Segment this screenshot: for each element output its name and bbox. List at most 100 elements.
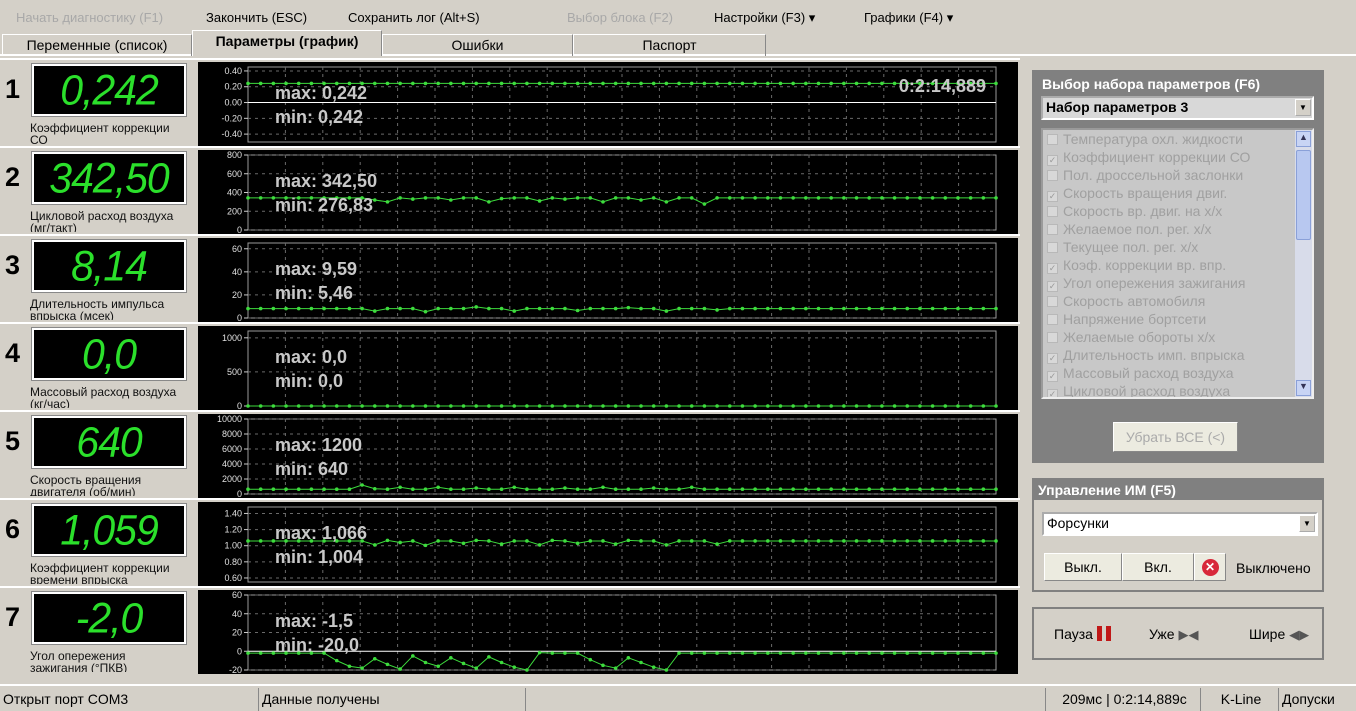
data-point (778, 81, 783, 86)
series-line (248, 539, 996, 546)
checkbox[interactable]: ✓ (1047, 263, 1058, 274)
y-tick-label: 6000 (222, 444, 242, 454)
parameter-list-item[interactable]: ✓ Длительность имп. впрыска (1043, 346, 1312, 364)
parameter-list-item[interactable]: Пол. дроссельной заслонки (1043, 166, 1312, 184)
data-point (715, 81, 719, 86)
data-point (677, 651, 681, 655)
parameter-list-item[interactable]: ✓ Скорость вращения двиг. (1043, 184, 1312, 202)
data-point (994, 487, 998, 491)
data-point (258, 539, 263, 543)
checkbox[interactable] (1047, 206, 1058, 217)
checkbox[interactable]: ✓ (1047, 155, 1058, 166)
data-point (563, 651, 567, 655)
parameter-list-item[interactable]: ✓ Коэффициент коррекции СО (1043, 148, 1312, 166)
checkbox[interactable] (1047, 170, 1058, 181)
scrollbar[interactable]: ▲ ▼ (1295, 130, 1312, 397)
chevron-down-icon[interactable]: ▼ (1295, 99, 1311, 116)
finish-button[interactable]: Закончить (ESC) (206, 10, 308, 25)
data-point (677, 81, 681, 86)
scroll-down-icon[interactable]: ▼ (1296, 380, 1311, 396)
data-point (677, 487, 681, 491)
checkbox[interactable] (1047, 224, 1058, 235)
parameter-list-item[interactable]: Желаемые обороты х/х (1043, 328, 1312, 346)
narrower-label: Уже (1149, 626, 1175, 642)
parameter-list-item[interactable]: Текущее пол. рег. х/х (1043, 238, 1312, 256)
pause-button[interactable]: Пауза (1054, 626, 1111, 642)
checkbox[interactable]: ✓ (1047, 191, 1058, 202)
data-point (550, 538, 555, 543)
data-point (449, 404, 453, 408)
parameter-list-item[interactable]: ✓ Массовый расход воздуха (1043, 364, 1312, 382)
data-point (968, 81, 973, 86)
data-point (968, 306, 973, 311)
data-point (461, 661, 466, 666)
data-point (398, 485, 402, 490)
data-point (385, 662, 390, 667)
data-point (753, 651, 757, 655)
parameter-list-item[interactable]: Температура охл. жидкости (1043, 130, 1312, 148)
data-point (385, 306, 390, 311)
parameter-item-label: Коэф. коррекции вр. впр. (1063, 257, 1227, 273)
save-log-button[interactable]: Сохранить лог (Alt+S) (348, 10, 480, 25)
tab-variables-list[interactable]: Переменные (список) (2, 34, 192, 56)
select-block-button[interactable]: Выбор блока (F2) (567, 10, 673, 25)
wider-button[interactable]: Шире ◀▶ (1249, 626, 1309, 643)
data-point (626, 656, 631, 660)
pause-icon (1096, 626, 1111, 641)
parameter-list-item[interactable]: ✓ Угол опережения зажигания (1043, 274, 1312, 292)
remove-all-button[interactable]: Убрать ВСЕ (<) (1113, 422, 1238, 452)
chevron-down-icon[interactable]: ▼ (1299, 515, 1315, 532)
checkbox[interactable] (1047, 332, 1058, 343)
row-number: 3 (5, 250, 21, 280)
checkbox[interactable] (1047, 296, 1058, 307)
checkbox[interactable]: ✓ (1047, 389, 1058, 399)
tab-parameters-chart[interactable]: Параметры (график) (192, 30, 382, 56)
data-point (563, 197, 567, 201)
checkbox[interactable] (1047, 314, 1058, 325)
scroll-up-icon[interactable]: ▲ (1296, 131, 1311, 147)
data-point (271, 651, 276, 655)
parameter-list-item[interactable]: Желаемое пол. рег. х/х (1043, 220, 1312, 238)
parameter-list-item[interactable]: Скорость автомобиля (1043, 292, 1312, 310)
on-button[interactable]: Вкл. (1122, 553, 1194, 581)
checkbox[interactable]: ✓ (1047, 281, 1058, 292)
narrower-button[interactable]: Уже ▶◀ (1149, 626, 1198, 643)
data-point (461, 81, 466, 86)
data-point (727, 404, 732, 408)
parameter-list-item[interactable]: Скорость вр. двиг. на х/х (1043, 202, 1312, 220)
data-point (309, 487, 314, 491)
y-tick-label: 0.60 (224, 573, 242, 583)
charts-menu[interactable]: Графики (F4) ▾ (864, 10, 954, 25)
data-point (753, 487, 757, 491)
checkbox[interactable]: ✓ (1047, 353, 1058, 364)
parameter-item-label: Угол опережения зажигания (1063, 275, 1246, 291)
data-point (613, 487, 618, 491)
start-diagnostics-button[interactable]: Начать диагностику (F1) (16, 10, 164, 25)
parameter-list-item[interactable]: ✓ Цикловой расход воздуха (1043, 382, 1312, 399)
parameter-set-select[interactable]: Набор параметров 3 ▼ (1041, 96, 1314, 120)
data-point (626, 538, 631, 543)
settings-menu[interactable]: Настройки (F3) ▾ (714, 10, 816, 25)
off-button[interactable]: Выкл. (1044, 553, 1122, 581)
data-point (740, 81, 745, 86)
checkbox[interactable] (1047, 242, 1058, 253)
chart-min: min: 276,83 (275, 195, 374, 215)
status-tolerances[interactable]: Допуски (1278, 688, 1356, 711)
parameter-list-item[interactable]: Напряжение бортсети (1043, 310, 1312, 328)
scroll-thumb[interactable] (1296, 150, 1311, 240)
checkbox[interactable]: ✓ (1047, 371, 1058, 382)
data-point (385, 487, 390, 491)
tab-passport[interactable]: Паспорт (573, 34, 766, 56)
actuator-select[interactable]: Форсунки ▼ (1042, 512, 1318, 536)
data-point (956, 81, 960, 86)
parameter-list-item[interactable]: ✓ Коэф. коррекции вр. впр. (1043, 256, 1312, 274)
current-value: 8,14 (71, 241, 148, 291)
data-point (867, 651, 872, 655)
checkbox[interactable] (1047, 134, 1058, 145)
chart-min: min: 5,46 (275, 283, 354, 303)
data-point (563, 81, 567, 86)
zoom-out-arrows-icon: ◀▶ (1289, 627, 1310, 642)
data-point (867, 539, 872, 543)
data-point (664, 543, 669, 547)
tab-errors[interactable]: Ошибки (382, 34, 573, 56)
